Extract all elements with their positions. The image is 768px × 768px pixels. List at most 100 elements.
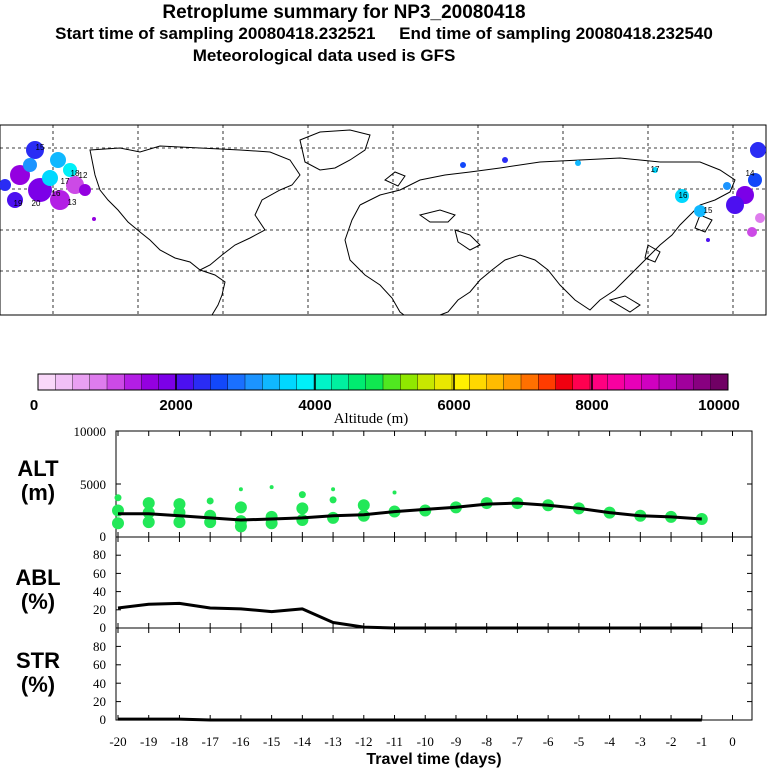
alt-scatter-point <box>296 502 309 515</box>
str-ytick: 80 <box>93 639 106 654</box>
colorbar-cell <box>382 373 401 391</box>
map-trajectory-dot <box>0 179 11 191</box>
map-day-label: 18 <box>71 169 80 178</box>
str-unit: (%) <box>21 672 55 697</box>
str-ytick: 40 <box>93 676 106 691</box>
abl-line <box>117 601 702 630</box>
colorbar-cell <box>227 373 246 391</box>
colorbar: 0 2000 4000 6000 8000 10000 Altitude (m) <box>30 373 740 427</box>
map-trajectory-dot <box>63 163 77 177</box>
alt-scatter-point <box>142 497 155 510</box>
colorbar-cell <box>37 373 56 391</box>
colorbar-cell <box>244 373 263 391</box>
colorbar-cell <box>624 373 643 391</box>
colorbar-cell <box>676 373 694 391</box>
x-tick-label: -4 <box>604 734 615 749</box>
colorbar-cell <box>365 373 384 391</box>
x-tick-label: -15 <box>263 734 280 749</box>
alt-scatter-point <box>298 491 306 499</box>
met-data-note: Meteorological data used is GFS <box>192 46 456 65</box>
abl-unit: (%) <box>21 589 55 614</box>
str-line <box>118 717 702 722</box>
colorbar-cell <box>348 373 367 391</box>
colorbar-cell <box>141 373 160 391</box>
x-tick-label: -8 <box>481 734 492 749</box>
sampling-times: Start time of sampling 20080418.232521 E… <box>55 24 713 43</box>
colorbar-cell <box>710 373 729 391</box>
map-trajectory-dot <box>26 141 44 159</box>
map-day-label: 15 <box>36 143 45 152</box>
alt-scatter-point <box>173 516 186 529</box>
map-trajectory-dot <box>675 189 689 203</box>
abl-ytick: 40 <box>93 584 106 599</box>
colorbar-cell <box>572 373 591 391</box>
x-tick-label: -13 <box>324 734 341 749</box>
colorbar-cell <box>693 373 712 391</box>
x-tick-label: -11 <box>386 734 403 749</box>
colorbar-cell <box>434 373 453 391</box>
abl-panel-frame <box>115 536 753 629</box>
map-trajectory-dot <box>10 165 30 185</box>
map-trajectory-dot <box>723 182 731 190</box>
map-trajectory-dot <box>575 160 581 166</box>
map-trajectory-dot <box>748 173 762 187</box>
colorbar-cell <box>503 373 522 391</box>
alt-scatter-point <box>327 511 340 524</box>
colorbar-tick-4: 8000 <box>575 397 608 414</box>
colorbar-tick-1: 2000 <box>159 397 192 414</box>
x-tick-label: -3 <box>635 734 646 749</box>
alt-unit: (m) <box>21 480 55 505</box>
alt-scatter-point <box>392 490 397 495</box>
colorbar-cell <box>193 373 211 391</box>
map-day-label: 13 <box>68 198 77 207</box>
map-day-label: 17 <box>61 177 70 186</box>
map-day-label: 14 <box>746 169 755 178</box>
chart-title: Retroplume summary for NP3_20080418 <box>162 2 526 23</box>
colorbar-cell <box>417 373 436 391</box>
x-tick-label: -6 <box>543 734 554 749</box>
colorbar-label: Altitude (m) <box>334 411 409 427</box>
map-trajectory-dot <box>460 162 466 168</box>
map-day-label: 15 <box>704 206 713 215</box>
map-trajectory-dot <box>652 167 658 173</box>
alt-scatter-point <box>112 517 124 530</box>
x-tick-label: -7 <box>512 734 523 749</box>
map-trajectory-dot <box>23 158 37 172</box>
abl-label: ABL <box>15 565 60 590</box>
colorbar-cell <box>89 373 108 391</box>
alt-scatter-point <box>206 497 214 505</box>
alt-scatter-point <box>114 494 122 502</box>
colorbar-cell <box>607 373 625 391</box>
alt-scatter-point <box>238 487 243 492</box>
str-panel-frame <box>115 627 753 721</box>
colorbar-cell <box>210 373 229 391</box>
colorbar-tick-3: 6000 <box>437 397 470 414</box>
str-ytick: 0 <box>100 712 107 727</box>
x-tick-label: -9 <box>451 734 462 749</box>
alt-scatter-point <box>296 514 309 527</box>
colorbar-cell <box>124 373 142 391</box>
colorbar-cell <box>400 373 418 391</box>
map-trajectory-dot <box>42 170 58 186</box>
x-axis-label: Travel time (days) <box>366 751 501 768</box>
x-tick-label: -17 <box>202 734 220 749</box>
colorbar-cell <box>175 373 194 391</box>
colorbar-cell <box>641 373 660 391</box>
map-trajectory-dot <box>694 205 706 217</box>
colorbar-cell <box>72 373 91 391</box>
alt-ytick: 5000 <box>80 477 106 492</box>
map-trajectory-dot <box>747 227 757 237</box>
map-trajectory-dot <box>50 190 70 210</box>
x-tick-label: -19 <box>140 734 157 749</box>
colorbar-cell <box>296 373 315 391</box>
colorbar-cell <box>555 373 574 391</box>
colorbar-cell <box>158 373 177 391</box>
alt-scatter-point <box>329 496 337 504</box>
colorbar-cell <box>520 373 539 391</box>
map-day-label: 19 <box>14 199 23 208</box>
colorbar-tick-5: 10000 <box>698 397 740 414</box>
map-trajectory-dot <box>92 217 96 221</box>
alt-mean-line <box>118 501 702 522</box>
